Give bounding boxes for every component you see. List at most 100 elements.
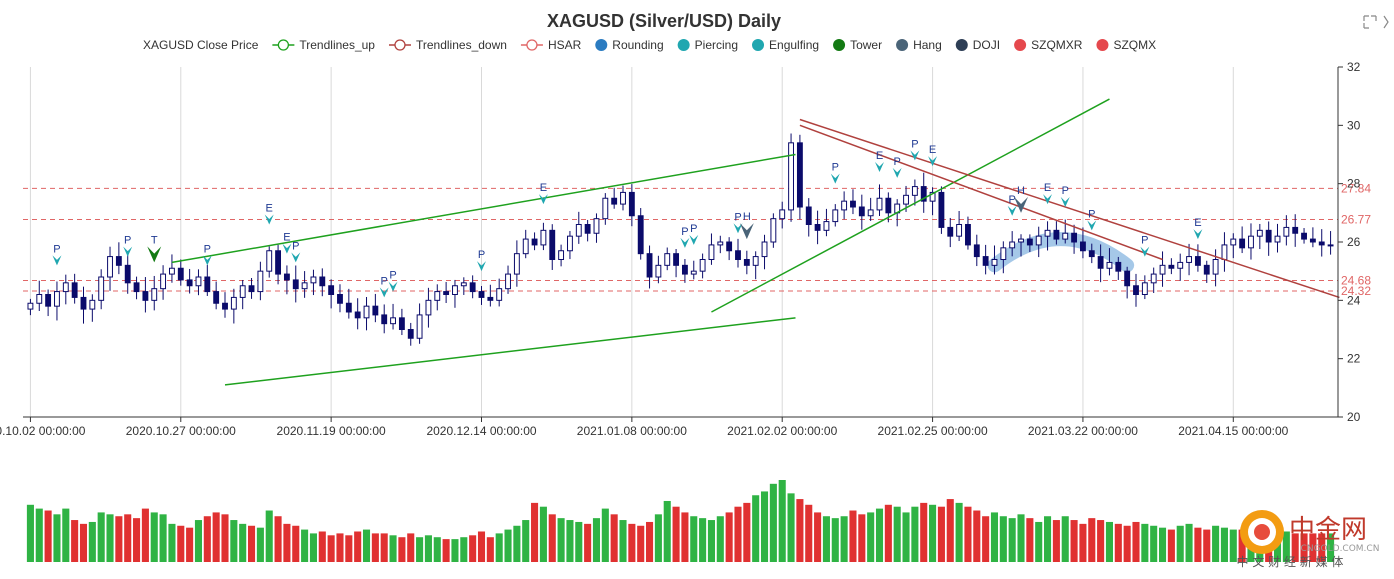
legend-item-10[interactable]: SZQMXR bbox=[1014, 38, 1083, 52]
volume-bar-37 bbox=[354, 531, 362, 562]
trendline-up-0 bbox=[171, 153, 796, 264]
legend-item-5[interactable]: Piercing bbox=[677, 38, 738, 52]
hsar-label-0: 27.84 bbox=[1341, 181, 1371, 195]
candle-83 bbox=[761, 234, 768, 270]
volume-bar-53 bbox=[495, 533, 503, 562]
candle-39 bbox=[372, 293, 379, 323]
signal-engulfing-5: E bbox=[282, 232, 292, 254]
legend-label: SZQMX bbox=[1113, 38, 1156, 52]
legend-item-7[interactable]: Tower bbox=[833, 38, 882, 52]
volume-bar-75 bbox=[690, 516, 698, 562]
signal-engulfing-22: E bbox=[1043, 182, 1053, 205]
candle-141 bbox=[1274, 223, 1281, 253]
legend-item-2[interactable]: Trendlines_down bbox=[388, 38, 507, 52]
signal-piercing-17: P bbox=[892, 156, 902, 178]
candle-107 bbox=[973, 234, 980, 267]
signal-piercing-9: P bbox=[476, 249, 486, 272]
signal-piercing-1: P bbox=[123, 235, 133, 257]
volume-bar-6 bbox=[79, 523, 88, 562]
trendline-up-1 bbox=[224, 317, 796, 386]
legend-item-9[interactable]: DOJI bbox=[955, 38, 1000, 52]
y-tick-label: 32 bbox=[1347, 60, 1361, 74]
volume-bar-10 bbox=[115, 516, 123, 562]
volume-bar-27 bbox=[265, 510, 273, 562]
volume-bar-61 bbox=[566, 520, 574, 562]
candle-12 bbox=[133, 276, 140, 300]
candle-132 bbox=[1194, 244, 1201, 272]
volume-bar-69 bbox=[637, 525, 645, 562]
candle-69 bbox=[637, 208, 644, 260]
volume-bar-99 bbox=[902, 512, 910, 562]
volume-bar-145 bbox=[1309, 533, 1317, 562]
candle-124 bbox=[1124, 266, 1131, 299]
candle-70 bbox=[646, 245, 653, 289]
candle-140 bbox=[1265, 221, 1272, 256]
volume-bar-36 bbox=[345, 535, 353, 562]
volume-bar-35 bbox=[336, 533, 344, 562]
candle-0 bbox=[27, 298, 34, 316]
volume-bar-1 bbox=[35, 508, 43, 562]
volume-bar-15 bbox=[159, 514, 167, 562]
candle-68 bbox=[628, 184, 635, 227]
volume-bar-121 bbox=[1097, 520, 1105, 562]
candle-81 bbox=[743, 250, 750, 275]
legend-item-11[interactable]: SZQMX bbox=[1096, 38, 1156, 52]
x-tick-label: 2021.04.15 00:00:00 bbox=[1178, 424, 1288, 438]
legend-item-3[interactable]: HSAR bbox=[520, 38, 582, 52]
legend-item-6[interactable]: Engulfing bbox=[752, 38, 819, 52]
candle-88 bbox=[805, 198, 812, 237]
volume-bar-104 bbox=[946, 499, 954, 562]
watermark-brand: 中金网 bbox=[1289, 515, 1367, 545]
signal-label: P bbox=[389, 270, 396, 282]
candle-3 bbox=[54, 281, 60, 321]
volume-bar-131 bbox=[1185, 523, 1193, 562]
candle-67 bbox=[620, 185, 626, 211]
candle-122 bbox=[1106, 248, 1113, 276]
volume-bar-13 bbox=[141, 508, 149, 562]
signal-label: P bbox=[734, 211, 741, 223]
volume-bar-42 bbox=[398, 537, 406, 562]
volume-bar-43 bbox=[407, 533, 415, 562]
restore-icon[interactable] bbox=[1383, 15, 1389, 29]
volume-bar-7 bbox=[88, 521, 96, 562]
legend-item-0[interactable]: XAGUSD Close Price bbox=[143, 38, 259, 52]
candle-45 bbox=[425, 287, 432, 328]
axes: 20 22 24 26 28 30 32 2020.10.02 00:00:00 2020.10… bbox=[0, 60, 1361, 438]
signal-piercing-20: P bbox=[1007, 194, 1017, 216]
volume-bar-102 bbox=[929, 504, 937, 562]
legend-item-1[interactable]: Trendlines_up bbox=[272, 38, 375, 52]
candle-101 bbox=[920, 172, 927, 213]
candle-8 bbox=[98, 269, 105, 310]
volume-bar-84 bbox=[769, 483, 777, 562]
volume-bar-86 bbox=[787, 493, 795, 562]
candle-63 bbox=[584, 219, 591, 242]
volume-bar-89 bbox=[814, 512, 822, 562]
signal-label: P bbox=[124, 235, 131, 247]
signal-label: P bbox=[1009, 194, 1016, 206]
zoom-icon[interactable] bbox=[1363, 15, 1377, 29]
candle-7 bbox=[89, 294, 96, 322]
candle-142 bbox=[1283, 215, 1290, 246]
candle-127 bbox=[1150, 267, 1157, 294]
legend-item-8[interactable]: Hang bbox=[896, 38, 942, 52]
candle-103 bbox=[938, 186, 945, 234]
volume-bar-113 bbox=[1026, 518, 1034, 562]
candle-22 bbox=[222, 292, 228, 318]
volume-bar-73 bbox=[672, 506, 680, 562]
candle-18 bbox=[186, 268, 193, 294]
candle-32 bbox=[310, 269, 317, 296]
candle-100 bbox=[911, 179, 918, 206]
volume-bar-81 bbox=[743, 502, 751, 562]
x-tick-label: 2020.10.02 00:00:00 bbox=[0, 424, 86, 438]
volume-bar-60 bbox=[557, 518, 565, 562]
volume-bar-100 bbox=[911, 506, 919, 562]
signal-label: P bbox=[832, 162, 839, 174]
volume-bar-72 bbox=[663, 500, 671, 562]
volume-bar-4 bbox=[62, 508, 70, 562]
legend-item-4[interactable]: Rounding bbox=[595, 38, 664, 52]
volume-bar-14 bbox=[150, 512, 158, 562]
candle-16 bbox=[169, 254, 175, 283]
candle-29 bbox=[283, 265, 290, 295]
signal-piercing-24: P bbox=[1087, 208, 1097, 231]
signal-label: P bbox=[1141, 235, 1148, 247]
